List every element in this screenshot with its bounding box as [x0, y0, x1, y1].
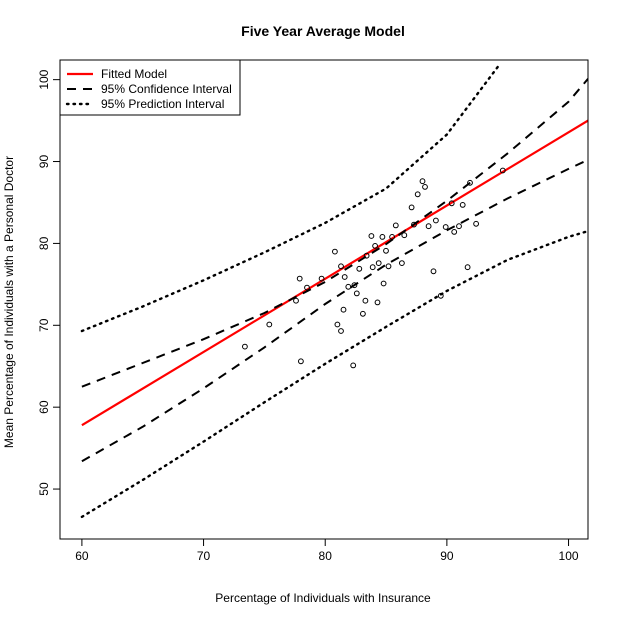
confidence-interval-line — [81, 78, 588, 388]
data-point — [368, 233, 375, 239]
data-point — [362, 297, 369, 304]
x-tick-label: 80 — [319, 549, 333, 563]
data-point — [499, 167, 506, 174]
fitted-model-line — [81, 119, 588, 427]
data-point — [399, 260, 405, 267]
data-point — [448, 200, 455, 207]
x-tick-label: 90 — [440, 549, 454, 563]
data-point — [341, 274, 348, 280]
legend-label: 95% Prediction Interval — [101, 97, 224, 111]
data-point — [392, 222, 399, 229]
data-point — [442, 224, 449, 230]
y-tick-label: 100 — [37, 69, 51, 89]
data-point — [379, 234, 386, 240]
data-point — [345, 283, 352, 290]
data-point — [380, 280, 387, 287]
data-point — [425, 223, 432, 230]
y-tick-label: 50 — [37, 482, 51, 496]
series-lines — [80, 65, 588, 519]
plot-frame — [59, 59, 589, 540]
data-point — [360, 310, 366, 317]
data-point — [372, 243, 379, 249]
x-axis-label: Percentage of Individuals with Insurance — [215, 591, 431, 605]
data-point — [353, 290, 360, 297]
data-point — [464, 264, 471, 271]
y-tick-label: 60 — [37, 400, 51, 414]
chart-title: Five Year Average Model — [241, 23, 405, 39]
data-point — [459, 202, 466, 208]
data-point — [242, 343, 248, 350]
data-point — [374, 299, 381, 306]
data-point — [437, 292, 444, 299]
data-point — [356, 265, 363, 272]
data-point — [430, 268, 437, 275]
data-point — [304, 284, 310, 291]
data-point — [467, 179, 473, 186]
data-point — [293, 297, 299, 304]
y-tick-label: 90 — [37, 155, 51, 169]
data-point — [338, 328, 344, 334]
data-point — [363, 252, 370, 259]
data-point — [408, 204, 415, 211]
data-point — [375, 260, 382, 267]
data-point — [456, 223, 462, 230]
confidence-interval-line — [81, 158, 588, 463]
data-point — [383, 247, 389, 254]
data-point — [411, 221, 417, 228]
prediction-interval-line — [80, 65, 500, 333]
x-tick-label: 100 — [559, 549, 579, 563]
data-point — [334, 321, 341, 328]
data-point — [351, 282, 358, 289]
data-point — [318, 275, 325, 282]
x-tick-label: 60 — [75, 549, 89, 563]
data-point — [340, 306, 347, 313]
data-point — [414, 191, 421, 198]
data-point — [473, 220, 480, 227]
legend-box — [59, 59, 241, 116]
data-point — [389, 234, 396, 240]
y-axis-label: Mean Percentage of Individuals with a Pe… — [2, 156, 16, 448]
data-point — [350, 362, 357, 369]
data-point — [338, 263, 344, 270]
data-point — [298, 358, 304, 365]
legend-label: Fitted Model — [101, 67, 167, 81]
data-point — [401, 232, 408, 239]
x-tick-label: 70 — [197, 549, 211, 563]
data-point — [451, 229, 458, 235]
y-tick-label: 70 — [37, 318, 51, 332]
data-point — [266, 321, 273, 328]
data-point — [296, 275, 303, 282]
y-tick-label: 80 — [37, 236, 51, 250]
data-point — [422, 184, 428, 190]
legend-label: 95% Confidence Interval — [101, 82, 232, 96]
data-point — [433, 217, 439, 224]
data-point — [419, 178, 426, 185]
data-point — [369, 264, 376, 271]
data-point — [385, 263, 392, 270]
data-points — [242, 167, 506, 369]
data-point — [332, 248, 338, 255]
